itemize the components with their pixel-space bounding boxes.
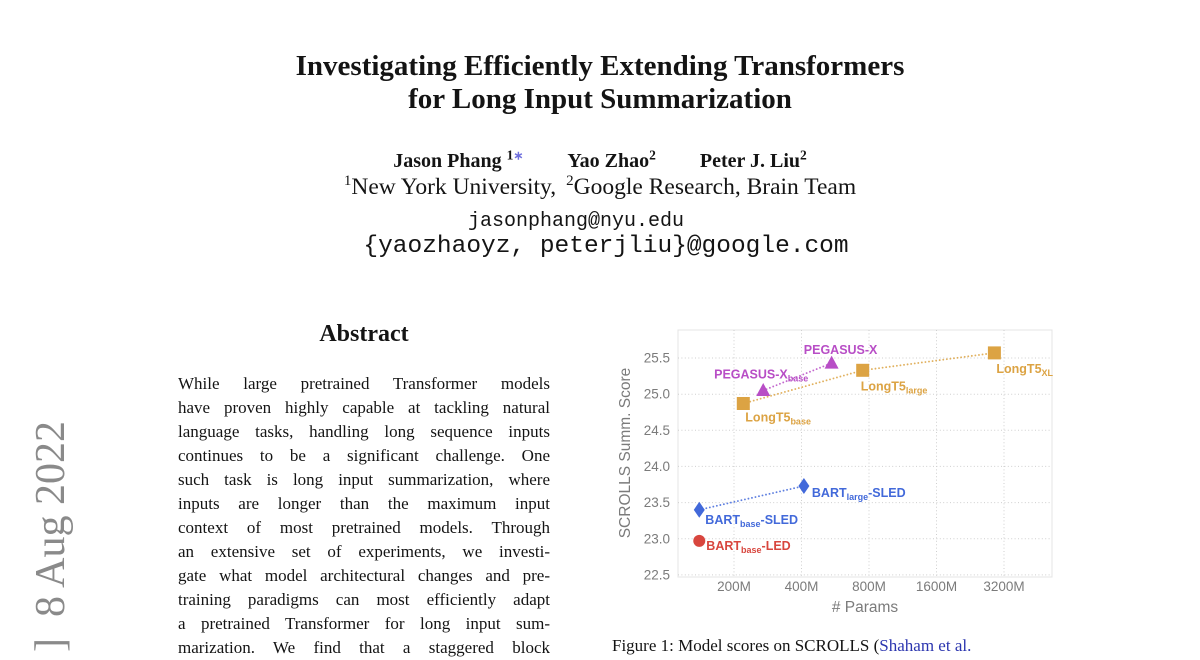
arxiv-date-stamp: ] 8 Aug 2022: [29, 352, 73, 652]
series-BART-LED: BARTbase-LED: [693, 535, 790, 555]
figure1-chart: 25.5 25.0 24.5 24.0 23.5 23.0 22.5 200M 400M 800M…: [612, 320, 1062, 620]
author: Yao Zhao2: [567, 150, 655, 172]
marker-circle: [693, 535, 705, 547]
y-tick-label: 25.5: [644, 351, 670, 366]
point-label: BARTbase-SLED: [705, 513, 798, 529]
paper-title: Investigating Efficiently Extending Tran…: [0, 50, 1200, 116]
abstract-body: While large pretrained Transformer model…: [178, 372, 550, 660]
point-label: PEGASUS-X: [804, 343, 878, 357]
x-tick-label: 200M: [717, 579, 751, 594]
marker-diamond: [798, 478, 809, 494]
marker-square: [737, 397, 750, 410]
affiliations: 1New York University, 2Google Research, B…: [0, 173, 1200, 201]
series-line: [699, 486, 804, 510]
abstract-line: a pretrained Transformer for long input …: [178, 612, 550, 636]
series-BART-SLED: BARTbase-SLED BARTlarge-SLED: [694, 478, 906, 529]
author: Jason Phang 1∗: [393, 150, 523, 172]
marker-diamond: [694, 502, 705, 518]
abstract-line: have proven highly capable at tackling n…: [178, 396, 550, 420]
point-label: BARTbase-LED: [706, 539, 790, 555]
author-list: Jason Phang 1∗ Yao Zhao2 Peter J. Liu2: [0, 147, 1200, 173]
point-label: LongT5base: [745, 411, 811, 427]
paper-title-line1: Investigating Efficiently Extending Tran…: [0, 50, 1200, 83]
paper-title-line2: for Long Input Summarization: [0, 83, 1200, 116]
point-label: LongT5large: [861, 379, 928, 395]
abstract-line: inputs are longer than the maximum input: [178, 492, 550, 516]
abstract-line: context of most pretrained models. Throu…: [178, 516, 550, 540]
figure1-caption: Figure 1: Model scores on SCROLLS (Shaha…: [612, 636, 1052, 656]
series-PEGASUS-X: PEGASUS-Xbase PEGASUS-X: [714, 343, 878, 396]
x-tick-label: 400M: [785, 579, 819, 594]
y-tick-label: 23.5: [644, 495, 670, 510]
point-label: PEGASUS-Xbase: [714, 368, 808, 384]
affiliation: 2Google Research, Brain Team: [566, 174, 856, 200]
abstract-line: training paradigms can most efficiently …: [178, 588, 550, 612]
y-tick-label: 24.0: [644, 459, 670, 474]
point-label: BARTlarge-SLED: [812, 486, 906, 502]
y-tick-label: 25.0: [644, 387, 670, 402]
abstract-line: marization. We find that a staggered blo…: [178, 636, 550, 660]
author: Peter J. Liu2: [700, 150, 807, 172]
point-label: LongT5XL: [996, 362, 1053, 378]
x-axis-title: # Params: [832, 599, 899, 616]
abstract-line: language tasks, handling long sequence i…: [178, 420, 550, 444]
abstract-line: continues to be a significant challenge.…: [178, 444, 550, 468]
affiliation: 1New York University,: [344, 174, 556, 200]
citation-link[interactable]: Shaham et al.: [879, 636, 971, 655]
marker-square: [988, 346, 1001, 359]
y-tick-label: 23.0: [644, 531, 670, 546]
marker-square: [856, 364, 869, 377]
marker-triangle: [825, 356, 839, 369]
abstract-line: While large pretrained Transformer model…: [178, 372, 550, 396]
x-tick-label: 800M: [852, 579, 886, 594]
email-nyu: jasonphang@nyu.edu: [0, 210, 1176, 233]
y-tick-label: 24.5: [644, 423, 670, 438]
figure1-caption-text: Figure 1: Model scores on SCROLLS (: [612, 636, 879, 655]
marker-triangle: [756, 383, 770, 396]
email-google: {yaozhaoyz, peterjliu}@google.com: [6, 233, 1200, 260]
abstract-line: such task is long input summarization, w…: [178, 468, 550, 492]
y-tick-label: 22.5: [644, 567, 670, 582]
abstract-line: an extensive set of experiments, we inve…: [178, 540, 550, 564]
abstract-line: gate what model architectural changes an…: [178, 564, 550, 588]
abstract-heading: Abstract: [178, 321, 550, 348]
x-tick-label: 3200M: [983, 579, 1024, 594]
x-tick-label: 1600M: [916, 579, 957, 594]
y-axis-title: SCROLLS Summ. Score: [617, 368, 634, 539]
